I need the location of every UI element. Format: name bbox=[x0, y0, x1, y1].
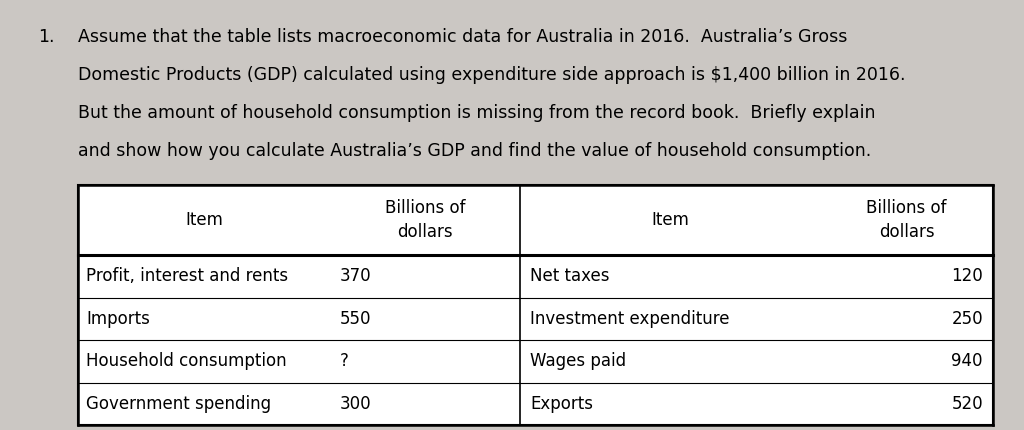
Text: Profit, interest and rents: Profit, interest and rents bbox=[86, 267, 288, 285]
Text: 300: 300 bbox=[340, 395, 372, 413]
Text: Domestic Products (GDP) calculated using expenditure side approach is $1,400 bil: Domestic Products (GDP) calculated using… bbox=[78, 66, 905, 84]
Text: But the amount of household consumption is missing from the record book.  Briefl: But the amount of household consumption … bbox=[78, 104, 876, 122]
Text: Wages paid: Wages paid bbox=[530, 352, 626, 370]
Text: Item: Item bbox=[651, 211, 689, 229]
Text: Net taxes: Net taxes bbox=[530, 267, 609, 285]
Text: Investment expenditure: Investment expenditure bbox=[530, 310, 729, 328]
Text: Billions of
dollars: Billions of dollars bbox=[385, 199, 465, 241]
Text: 520: 520 bbox=[951, 395, 983, 413]
Text: 120: 120 bbox=[951, 267, 983, 285]
Text: Item: Item bbox=[185, 211, 223, 229]
Text: Imports: Imports bbox=[86, 310, 150, 328]
Text: Assume that the table lists macroeconomic data for Australia in 2016.  Australia: Assume that the table lists macroeconomi… bbox=[78, 28, 848, 46]
Text: 550: 550 bbox=[340, 310, 372, 328]
Text: 940: 940 bbox=[951, 352, 983, 370]
Text: 370: 370 bbox=[340, 267, 372, 285]
Text: 1.: 1. bbox=[38, 28, 54, 46]
Text: 250: 250 bbox=[951, 310, 983, 328]
Text: Exports: Exports bbox=[530, 395, 593, 413]
Bar bbox=[78, 185, 993, 425]
Text: Government spending: Government spending bbox=[86, 395, 271, 413]
Text: Household consumption: Household consumption bbox=[86, 352, 287, 370]
Text: ?: ? bbox=[340, 352, 349, 370]
Text: and show how you calculate Australia’s GDP and find the value of household consu: and show how you calculate Australia’s G… bbox=[78, 142, 871, 160]
Text: Billions of
dollars: Billions of dollars bbox=[866, 199, 947, 241]
